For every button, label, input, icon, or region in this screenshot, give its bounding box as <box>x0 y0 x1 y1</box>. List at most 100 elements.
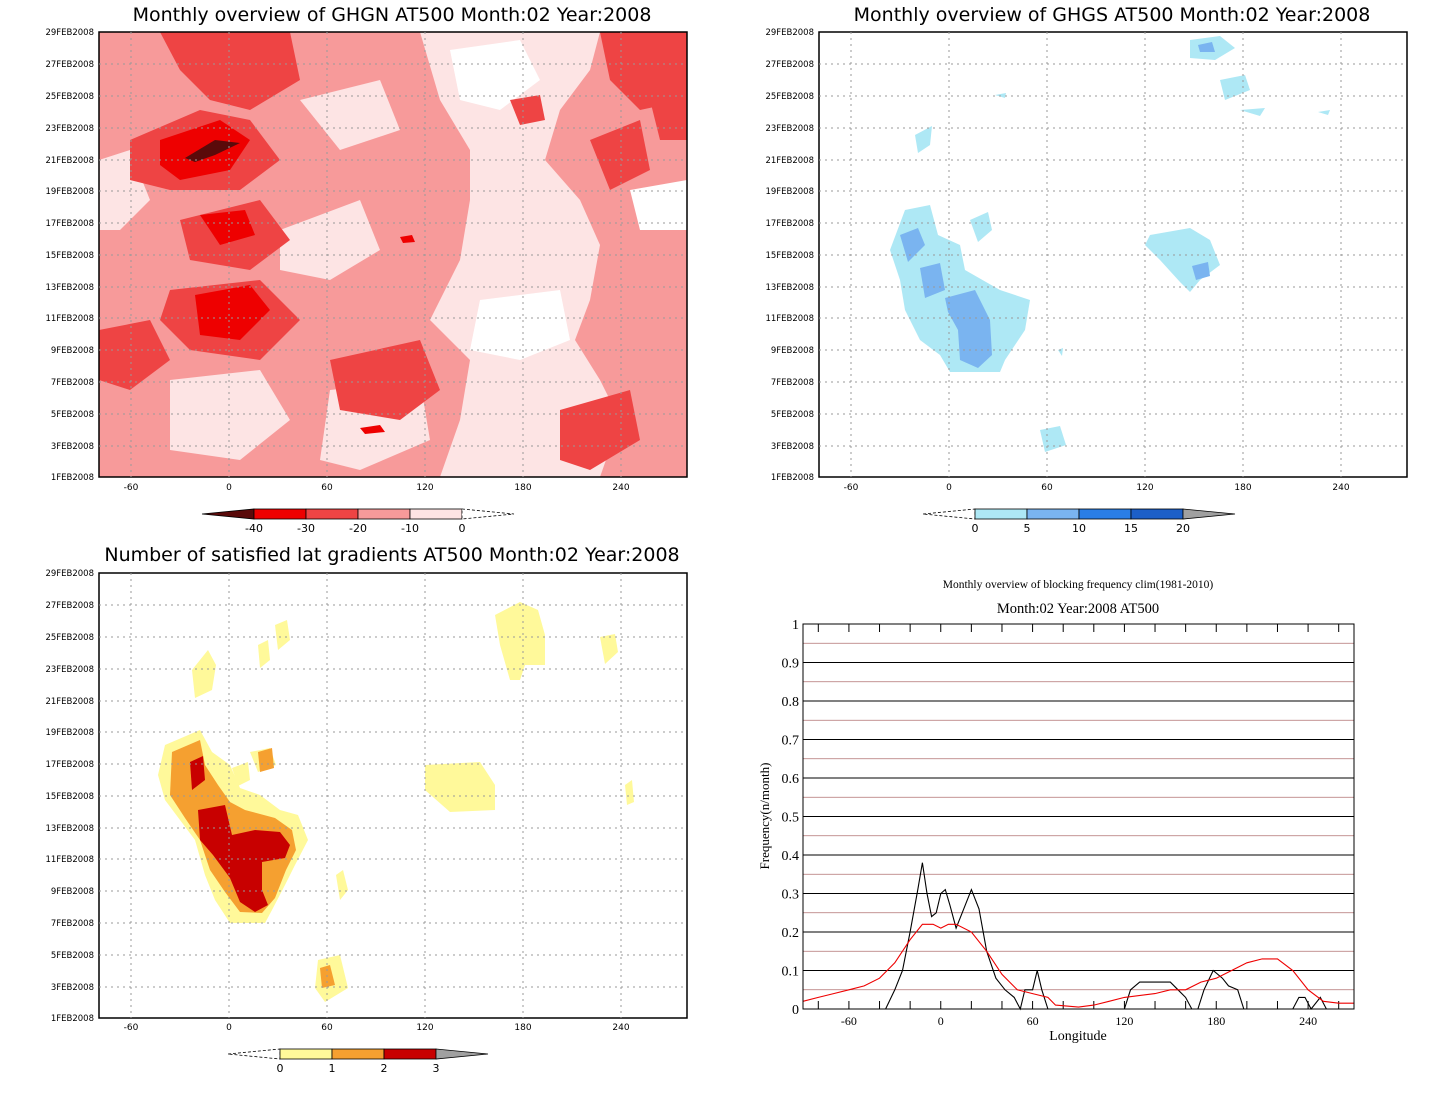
ghgn-y-tick: 27FEB2008 <box>45 60 94 70</box>
colorbar-label: 5 <box>1024 522 1031 535</box>
colorbar-box <box>1078 508 1132 520</box>
ghgs-y-tick: 27FEB2008 <box>765 60 814 70</box>
ghgs-y-tick: 19FEB2008 <box>765 187 814 197</box>
ghgn-x-tick: 60 <box>321 483 333 493</box>
ghgn-y-tick: 25FEB2008 <box>45 92 94 102</box>
ghgn-y-tick: 9FEB2008 <box>51 346 94 356</box>
colorbar-box <box>409 508 463 520</box>
lat-field <box>158 602 634 1002</box>
y-tick-label: 0.9 <box>782 657 800 672</box>
colorbar-box <box>305 508 359 520</box>
y-tick-label: 0.6 <box>782 772 800 787</box>
y-tick-label: 1 <box>792 618 799 633</box>
ghgn-y-tick: 15FEB2008 <box>45 251 94 261</box>
colorbar-box <box>974 508 1028 520</box>
ghgn-y-tick: 23FEB2008 <box>45 124 94 134</box>
colorbar-label: -30 <box>297 522 315 535</box>
lat-y-tick: 25FEB2008 <box>45 633 94 643</box>
ghgn-y-tick: 17FEB2008 <box>45 219 94 229</box>
ghgs-y-tick: 7FEB2008 <box>771 378 814 388</box>
colorbar-triangle-low <box>922 508 976 520</box>
colorbar-label: 15 <box>1124 522 1138 535</box>
lat-grid <box>99 573 687 1018</box>
ghgn-x-tick: 180 <box>514 483 531 493</box>
lat-x-tick: 240 <box>612 1023 629 1033</box>
x-tick-label: 240 <box>1299 1014 1317 1028</box>
ghgn-y-tick: 13FEB2008 <box>45 283 94 293</box>
ghgn-colorbar: -40 -30 -20 -10 0 <box>201 508 515 535</box>
blocking-subtitle: Month:02 Year:2008 AT500 <box>997 601 1159 617</box>
lat-y-tick: 19FEB2008 <box>45 728 94 738</box>
colorbar-label: 20 <box>1176 522 1190 535</box>
ghgs-y-tick: 29FEB2008 <box>765 28 814 38</box>
ghgs-x-tick: 240 <box>1332 483 1349 493</box>
lat-x-tick: -60 <box>124 1023 139 1033</box>
ghgn-x-tick: 240 <box>612 483 629 493</box>
blocking-panel: Monthly overview of blocking frequency c… <box>720 545 1440 1091</box>
ghgn-chart: Monthly overview of GHGN AT500 Month:02 … <box>45 4 688 535</box>
ghgs-colorbar: 0 5 10 15 20 <box>922 508 1236 535</box>
blocking-y-axis-label: Frequency(n/month) <box>757 763 772 870</box>
x-tick-label: -60 <box>841 1014 857 1028</box>
colorbar-box <box>1026 508 1080 520</box>
y-tick-label: 0.7 <box>782 734 800 749</box>
lat-x-tick: 0 <box>226 1023 232 1033</box>
lat-y-tick: 17FEB2008 <box>45 760 94 770</box>
ghgn-y-tick: 1FEB2008 <box>51 473 94 483</box>
ghgn-x-tick: 120 <box>416 483 433 493</box>
blocking-grid <box>803 623 1354 1010</box>
ghgn-y-tick: 7FEB2008 <box>51 378 94 388</box>
lat-y-tick: 27FEB2008 <box>45 601 94 611</box>
lat-x-tick: 120 <box>416 1023 433 1033</box>
ghgs-y-tick: 15FEB2008 <box>765 251 814 261</box>
blocking-x-axis-label: Longitude <box>1049 1029 1107 1044</box>
lat-x-tick: 180 <box>514 1023 531 1033</box>
lat-title: Number of satisfied lat gradients AT500 … <box>104 544 679 566</box>
colorbar-label: 1 <box>329 1062 336 1075</box>
ghgs-field <box>890 36 1330 452</box>
ghgs-y-tick: 21FEB2008 <box>765 156 814 166</box>
lat-y-tick: 9FEB2008 <box>51 887 94 897</box>
lat-panel: Number of satisfied lat gradients AT500 … <box>0 540 720 1091</box>
colorbar-label: -20 <box>349 522 367 535</box>
lat-y-tick: 3FEB2008 <box>51 983 94 993</box>
ghgs-chart: Monthly overview of GHGS AT500 Month:02 … <box>765 4 1408 535</box>
series-line <box>803 862 1354 1011</box>
y-tick-label: 0.1 <box>782 965 800 980</box>
x-tick-label: 180 <box>1207 1014 1225 1028</box>
ghgs-x-tick: 60 <box>1041 483 1053 493</box>
lat-y-tick: 21FEB2008 <box>45 697 94 707</box>
ghgn-y-tick: 11FEB2008 <box>45 314 94 324</box>
ghgn-y-tick: 5FEB2008 <box>51 410 94 420</box>
ghgs-y-tick: 13FEB2008 <box>765 283 814 293</box>
colorbar-label: 2 <box>381 1062 388 1075</box>
y-tick-label: 0.4 <box>782 849 800 864</box>
blocking-ticks: 0 0.1 0.2 0.3 0.4 0.5 0.6 0.7 0.8 0.9 1 -60 0 60 120 18… <box>782 618 1340 1028</box>
colorbar-label: 10 <box>1072 522 1086 535</box>
lat-y-tick: 7FEB2008 <box>51 919 94 929</box>
ghgn-x-tick: -60 <box>124 483 139 493</box>
lat-y-tick: 15FEB2008 <box>45 792 94 802</box>
ghgs-y-tick: 5FEB2008 <box>771 410 814 420</box>
colorbar-triangle-low <box>227 1048 281 1060</box>
ghgs-grid <box>819 32 1407 477</box>
ghgs-y-tick: 25FEB2008 <box>765 92 814 102</box>
colorbar-label: -10 <box>401 522 419 535</box>
ghgs-x-tick: 120 <box>1136 483 1153 493</box>
ghgn-y-tick: 19FEB2008 <box>45 187 94 197</box>
ghgn-title: Monthly overview of GHGN AT500 Month:02 … <box>133 4 652 26</box>
y-tick-label: 0.3 <box>782 888 800 903</box>
blocking-lines <box>802 862 1354 1011</box>
ghgn-field <box>99 32 687 477</box>
colorbar-triangle-low <box>201 508 255 520</box>
blocking-chart: Monthly overview of blocking frequency c… <box>757 579 1355 1044</box>
lat-chart: Number of satisfied lat gradients AT500 … <box>45 544 688 1075</box>
colorbar-box <box>357 508 411 520</box>
y-tick-label: 0 <box>792 1003 799 1018</box>
lat-y-tick: 1FEB2008 <box>51 1014 94 1024</box>
ghgn-grid <box>99 32 687 477</box>
lat-colorbar: 0 1 2 3 <box>227 1048 489 1075</box>
ghgn-y-tick: 21FEB2008 <box>45 156 94 166</box>
ghgs-panel: Monthly overview of GHGS AT500 Month:02 … <box>720 0 1440 545</box>
lat-y-tick: 23FEB2008 <box>45 665 94 675</box>
